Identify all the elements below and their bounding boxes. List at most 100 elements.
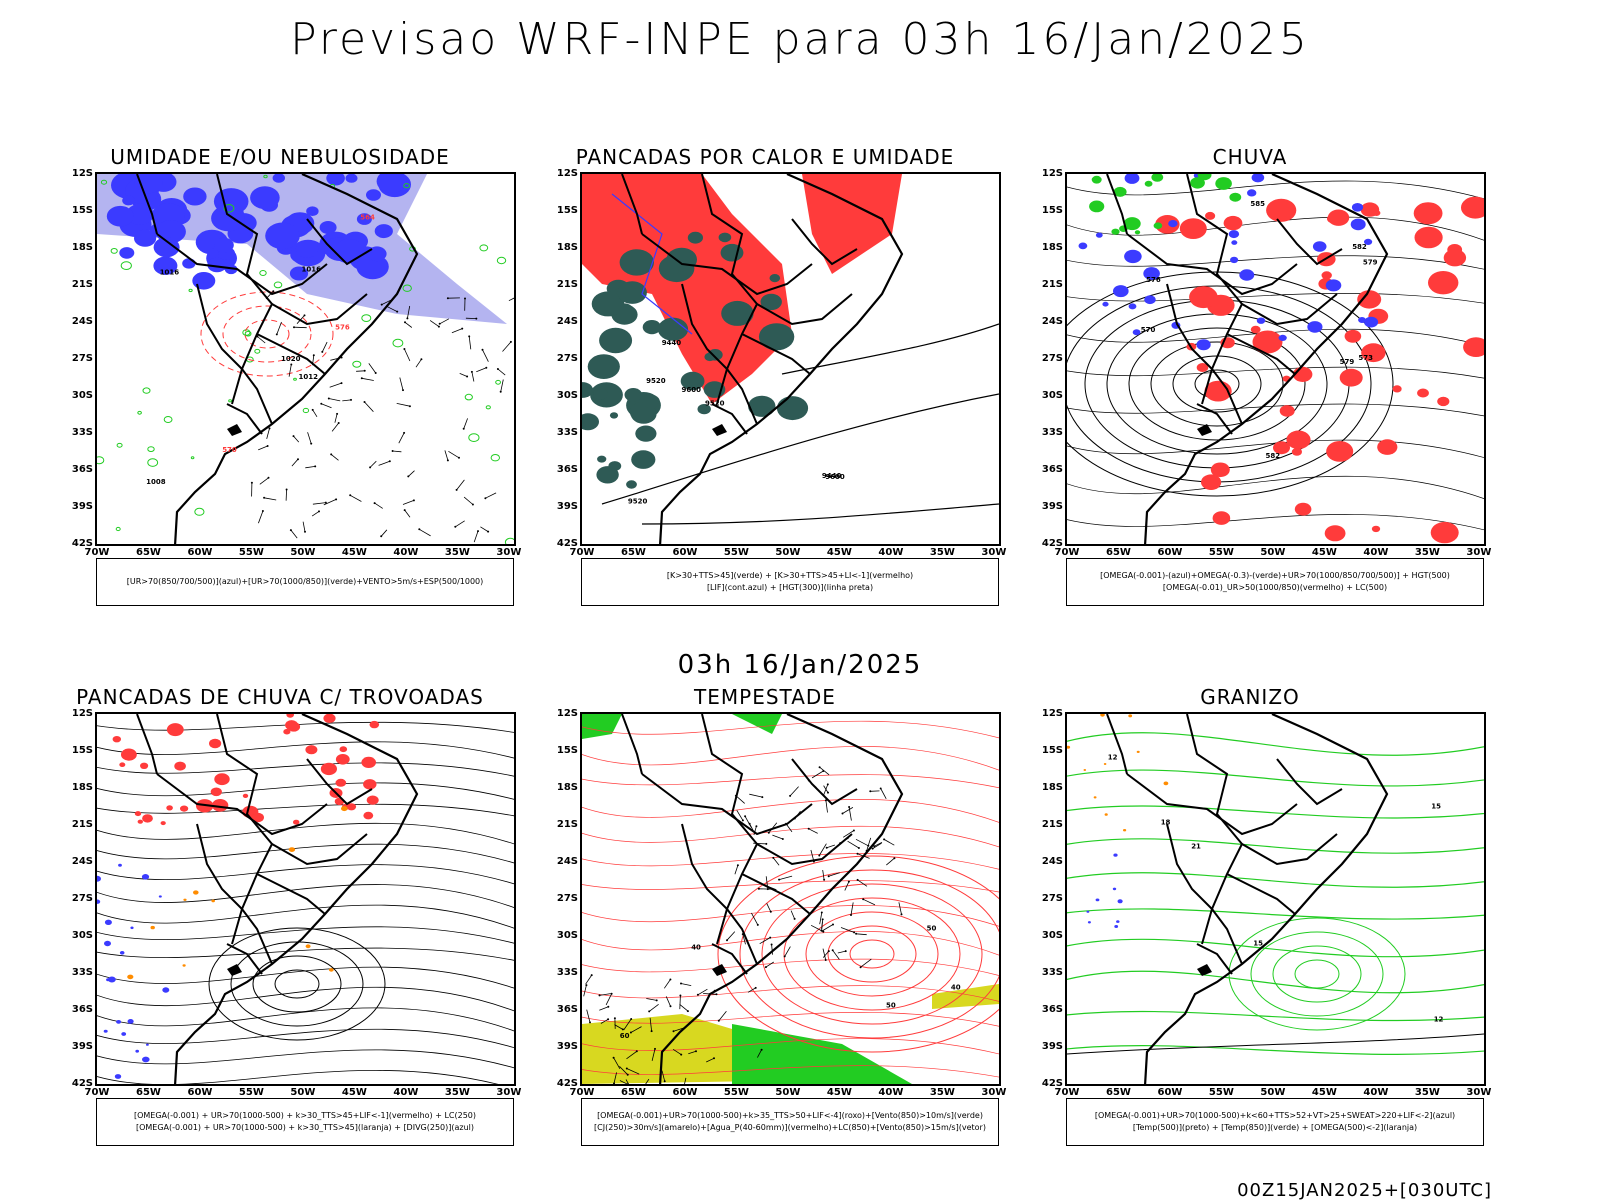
map-svg [97,714,514,1084]
lon-tick-label: 65W [619,547,649,558]
lon-tick-label: 50W [288,1087,318,1098]
legend-line: [K>30+TTS>45](verde) + [K>30+TTS>45+LI<-… [667,570,913,582]
contour-label: 579 [1340,358,1355,366]
legend-line: [CJ(250)>30m/s](amarelo)+[Agua_P(40-60mm… [594,1122,986,1134]
lon-tick-label: 40W [876,1087,906,1098]
lon-tick-label: 55W [1206,1087,1236,1098]
legend-box: [UR>70(850/700/500)](azul)+[UR>70(1000/8… [96,558,514,606]
lon-tick-label: 55W [236,1087,266,1098]
lon-tick-label: 70W [1052,547,1082,558]
border [242,369,272,424]
legend-line: [OMEGA(-0.001)+UR>70(1000-500)+k>35_TTS>… [597,1110,983,1122]
lat-tick-label: 30S [57,390,93,401]
lat-tick-label: 27S [1027,353,1063,364]
contour-label: 12 [1434,1016,1444,1024]
legend-box: [OMEGA(-0.001)+UR>70(1000-500)+k<60+TTS>… [1066,1098,1484,1146]
contour-label: 573 [1358,354,1373,362]
lat-tick-label: 33S [57,427,93,438]
lon-tick-label: 50W [1258,547,1288,558]
panel-title: GRANIZO [1010,685,1490,709]
contour-label: 582 [1266,452,1281,460]
legend-line: [OMEGA(-0.001) + UR>70(1000-500) + k>30_… [136,1122,474,1134]
lon-tick-label: 45W [339,547,369,558]
lat-tick-label: 21S [542,819,578,830]
lon-tick-label: 45W [1309,547,1339,558]
lon-tick-label: 65W [1104,547,1134,558]
legend-box: [OMEGA(-0.001) + UR>70(1000-500) + k>30_… [96,1098,514,1146]
lon-tick-label: 30W [1464,547,1494,558]
lon-tick-label: 35W [442,547,472,558]
lon-tick-label: 70W [1052,1087,1082,1098]
lon-tick-label: 45W [824,547,854,558]
lon-tick-label: 35W [927,1087,957,1098]
contour-label: 9440 [662,339,682,347]
contour-label: 1016 [160,269,180,277]
lon-tick-label: 30W [979,547,1009,558]
lat-tick-label: 15S [542,205,578,216]
lon-tick-label: 60W [1155,1087,1185,1098]
contour-label: 564 [360,213,375,221]
lat-tick-label: 18S [542,782,578,793]
lat-tick-label: 24S [1027,316,1063,327]
lon-tick-label: 60W [670,547,700,558]
main-title: Previsao WRF-INPE para 03h 16/Jan/2025 [0,14,1600,65]
border [1127,234,1297,294]
panel-title: PANCADAS DE CHUVA C/ TROVOADAS [40,685,520,709]
lat-tick-label: 24S [1027,856,1063,867]
legend-line: [OMEGA(-0.001) + UR>70(1000-500) + k>30_… [134,1110,476,1122]
lat-tick-label: 30S [57,930,93,941]
border [1127,774,1297,834]
lon-tick-label: 30W [1464,1087,1494,1098]
mid-title: 03h 16/Jan/2025 [0,650,1600,680]
lat-tick-label: 39S [1027,501,1063,512]
legend-line: [LIF](cont.azul) + [HGT(300)](linha pret… [707,582,873,594]
lon-tick-label: 45W [1309,1087,1339,1098]
contour-label: 40 [951,983,961,991]
border [792,759,857,804]
lat-tick-label: 12S [542,168,578,179]
lon-tick-label: 40W [391,547,421,558]
lat-tick-label: 24S [57,856,93,867]
contour-label: 50 [886,1002,896,1010]
border [1242,294,1337,324]
lon-tick-label: 45W [339,1087,369,1098]
lat-tick-label: 33S [542,427,578,438]
field-layer [582,174,999,524]
contour-label: 9520 [646,377,666,385]
lon-tick-label: 60W [185,1087,215,1098]
border [1107,714,1127,774]
lon-tick-label: 40W [1361,547,1391,558]
lat-tick-label: 18S [57,242,93,253]
contour-label: 18 [1161,819,1171,827]
lat-tick-label: 36S [1027,464,1063,475]
lon-tick-label: 30W [494,1087,524,1098]
border [157,774,327,834]
border [1167,824,1212,909]
lon-tick-label: 40W [876,547,906,558]
contour-label: 15 [1253,940,1263,948]
footer-run-info: 00Z15JAN2025+[030UTC] [1237,1180,1492,1201]
lat-tick-label: 21S [1027,279,1063,290]
lagoon [227,424,242,436]
lagoon [227,964,242,976]
lat-tick-label: 18S [542,242,578,253]
lon-tick-label: 55W [721,547,751,558]
panel-title: TEMPESTADE [525,685,1005,709]
border [1107,174,1127,234]
lat-tick-label: 27S [1027,893,1063,904]
lat-tick-label: 27S [57,353,93,364]
contour-label: 570 [222,446,237,454]
contour-label: 1020 [281,355,301,363]
lat-tick-label: 27S [542,893,578,904]
lon-tick-label: 55W [236,547,266,558]
panel-title: CHUVA [1010,145,1490,169]
contour-label: 570 [1141,326,1156,334]
lat-tick-label: 24S [57,316,93,327]
